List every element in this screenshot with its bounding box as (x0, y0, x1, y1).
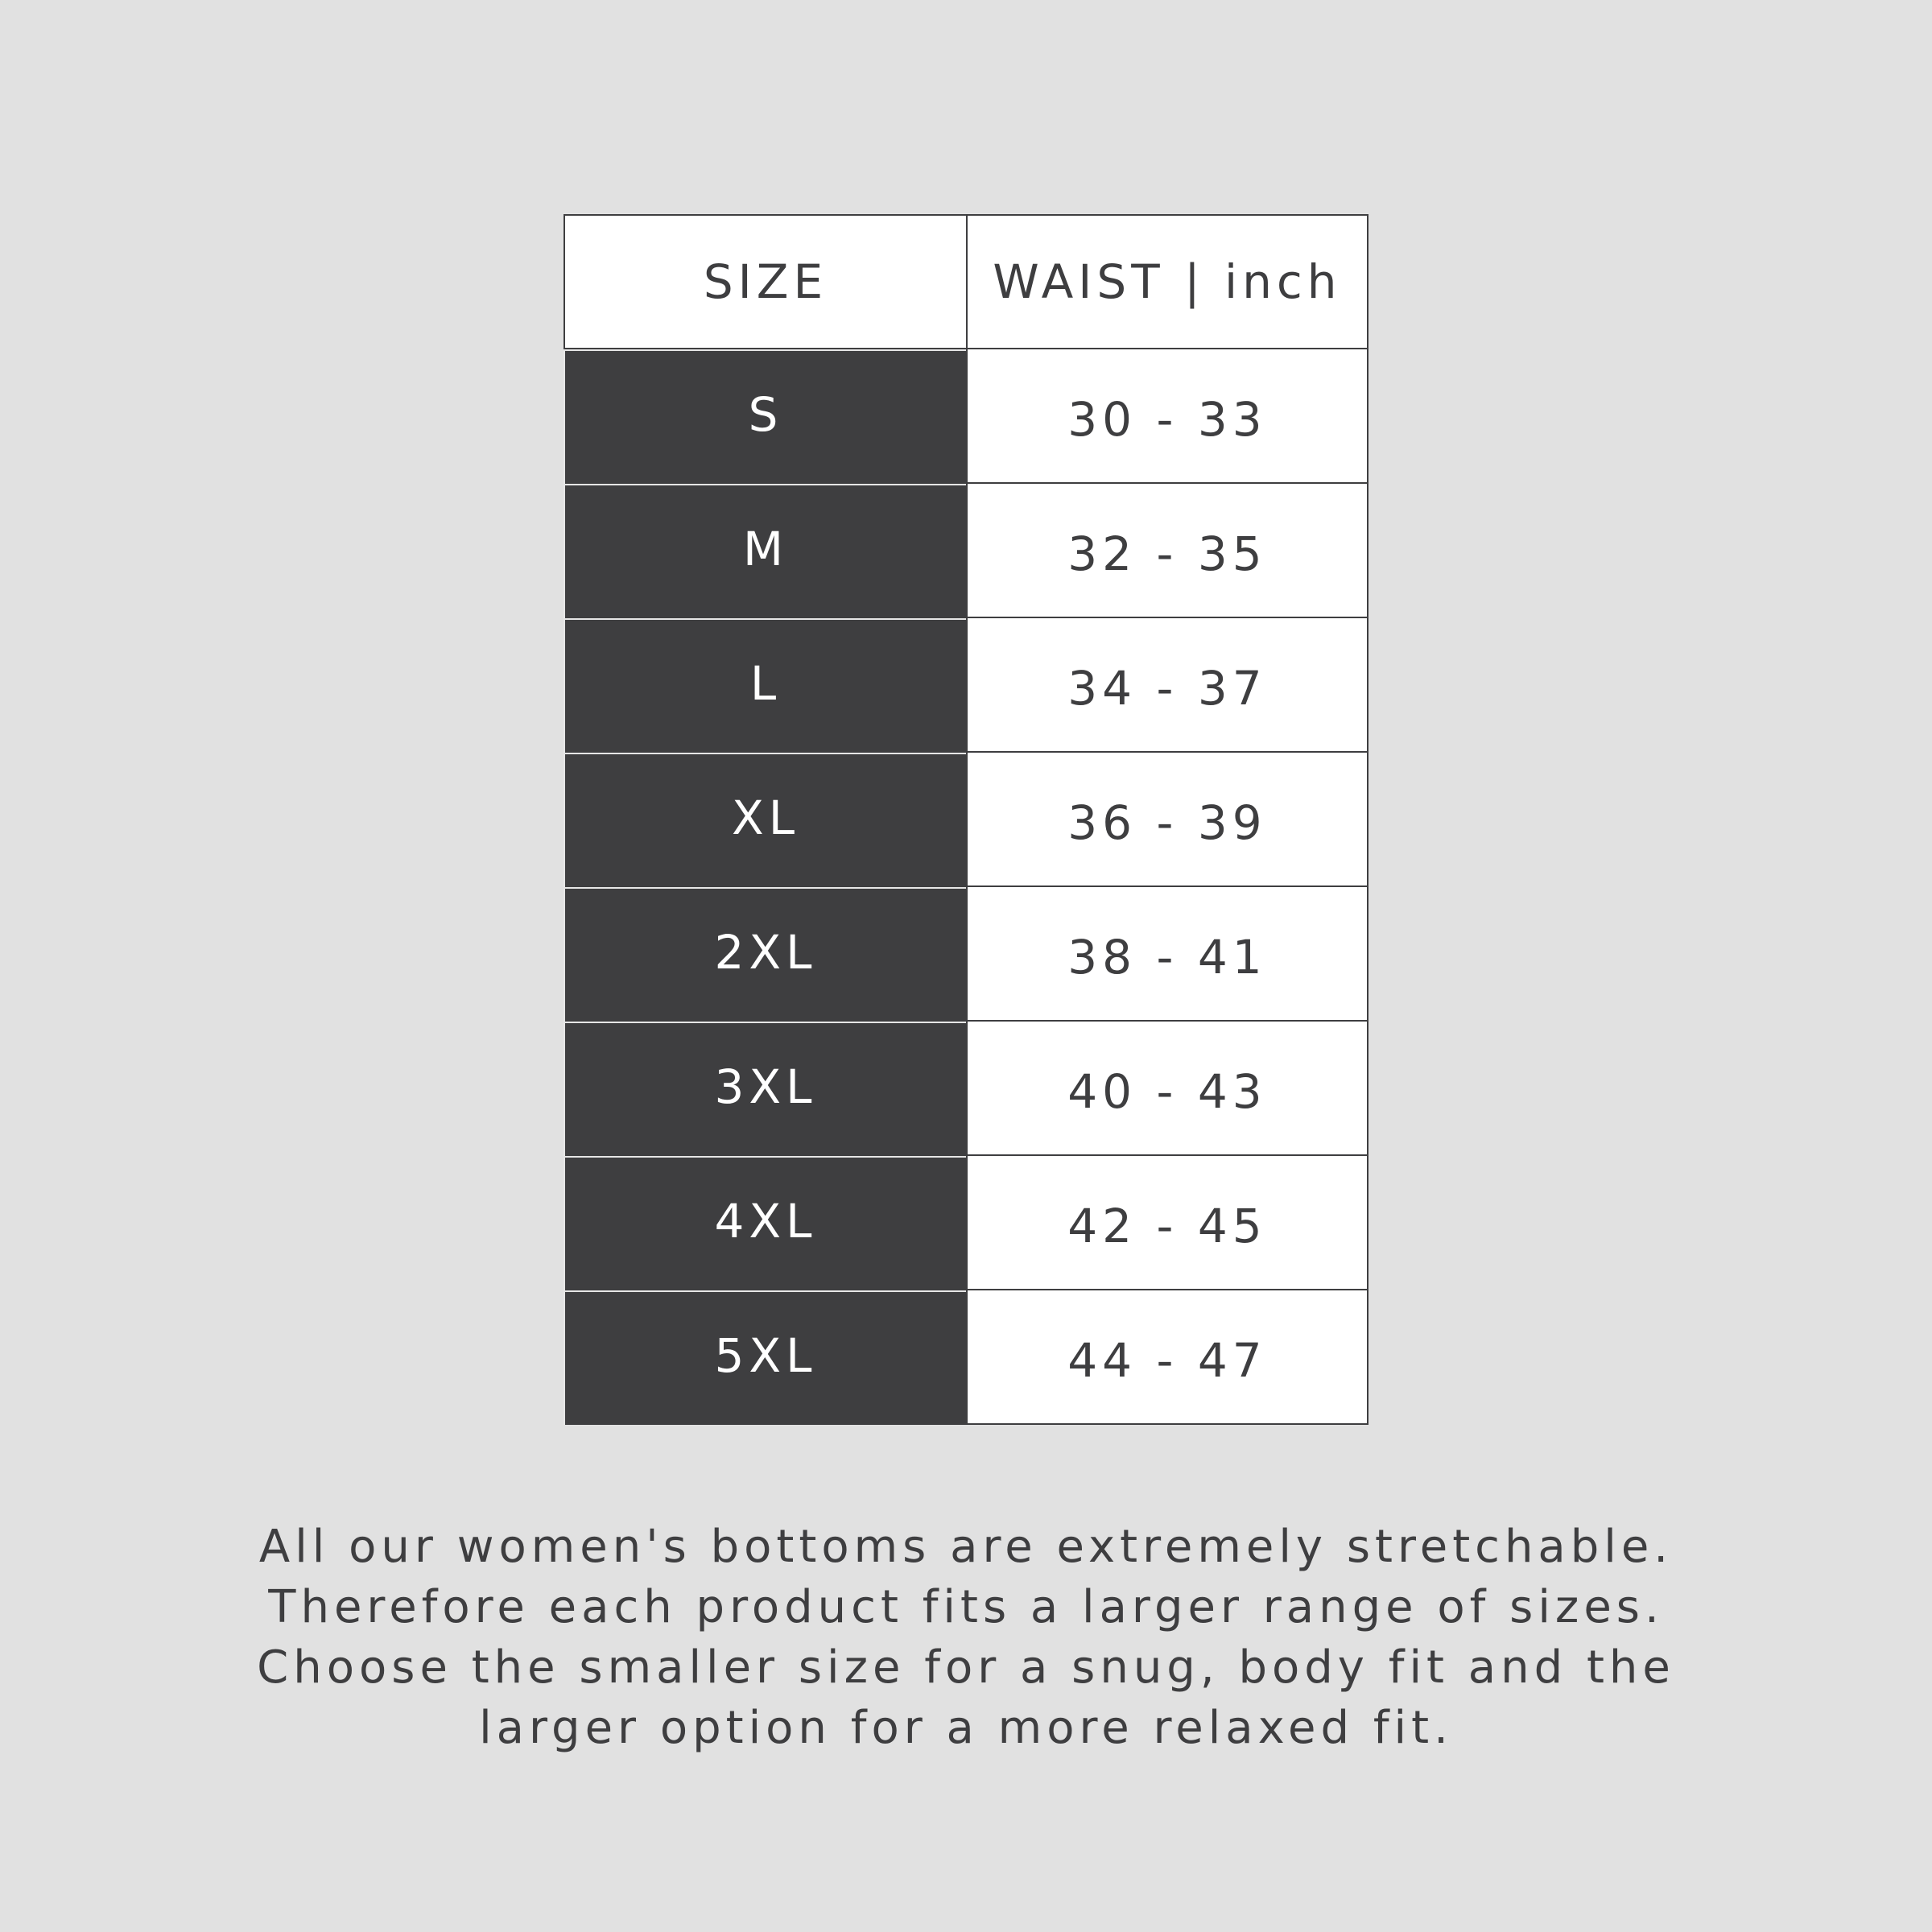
size-cell: S (564, 349, 966, 484)
size-cell: M (564, 484, 966, 618)
header-cell: WAIST | inch (966, 214, 1368, 349)
size-cell: 5XL (564, 1290, 966, 1425)
size-cell: 3XL (564, 1022, 966, 1156)
waist-cell: 40 - 43 (966, 1022, 1368, 1156)
size-cell: 2XL (564, 887, 966, 1022)
waist-cell: 36 - 39 (966, 753, 1368, 887)
note-line: Therefore each product fits a larger ran… (268, 1581, 1664, 1633)
header-cell: SIZE (564, 214, 968, 349)
waist-cell: 38 - 41 (966, 887, 1368, 1022)
waist-cell: 32 - 35 (966, 484, 1368, 618)
size-cell: XL (564, 753, 966, 887)
note-line: All our women's bottoms are extremely st… (258, 1521, 1674, 1573)
size-cell: L (564, 618, 966, 753)
size-cell: 4XL (564, 1156, 966, 1290)
waist-cell: 44 - 47 (966, 1290, 1368, 1425)
waist-cell: 34 - 37 (966, 618, 1368, 753)
waist-cell: 42 - 45 (966, 1156, 1368, 1290)
note-line: Choose the smaller size for a snug, body… (257, 1641, 1675, 1694)
waist-cell: 30 - 33 (966, 349, 1368, 484)
note-line: larger option for a more relaxed fit. (479, 1702, 1453, 1754)
